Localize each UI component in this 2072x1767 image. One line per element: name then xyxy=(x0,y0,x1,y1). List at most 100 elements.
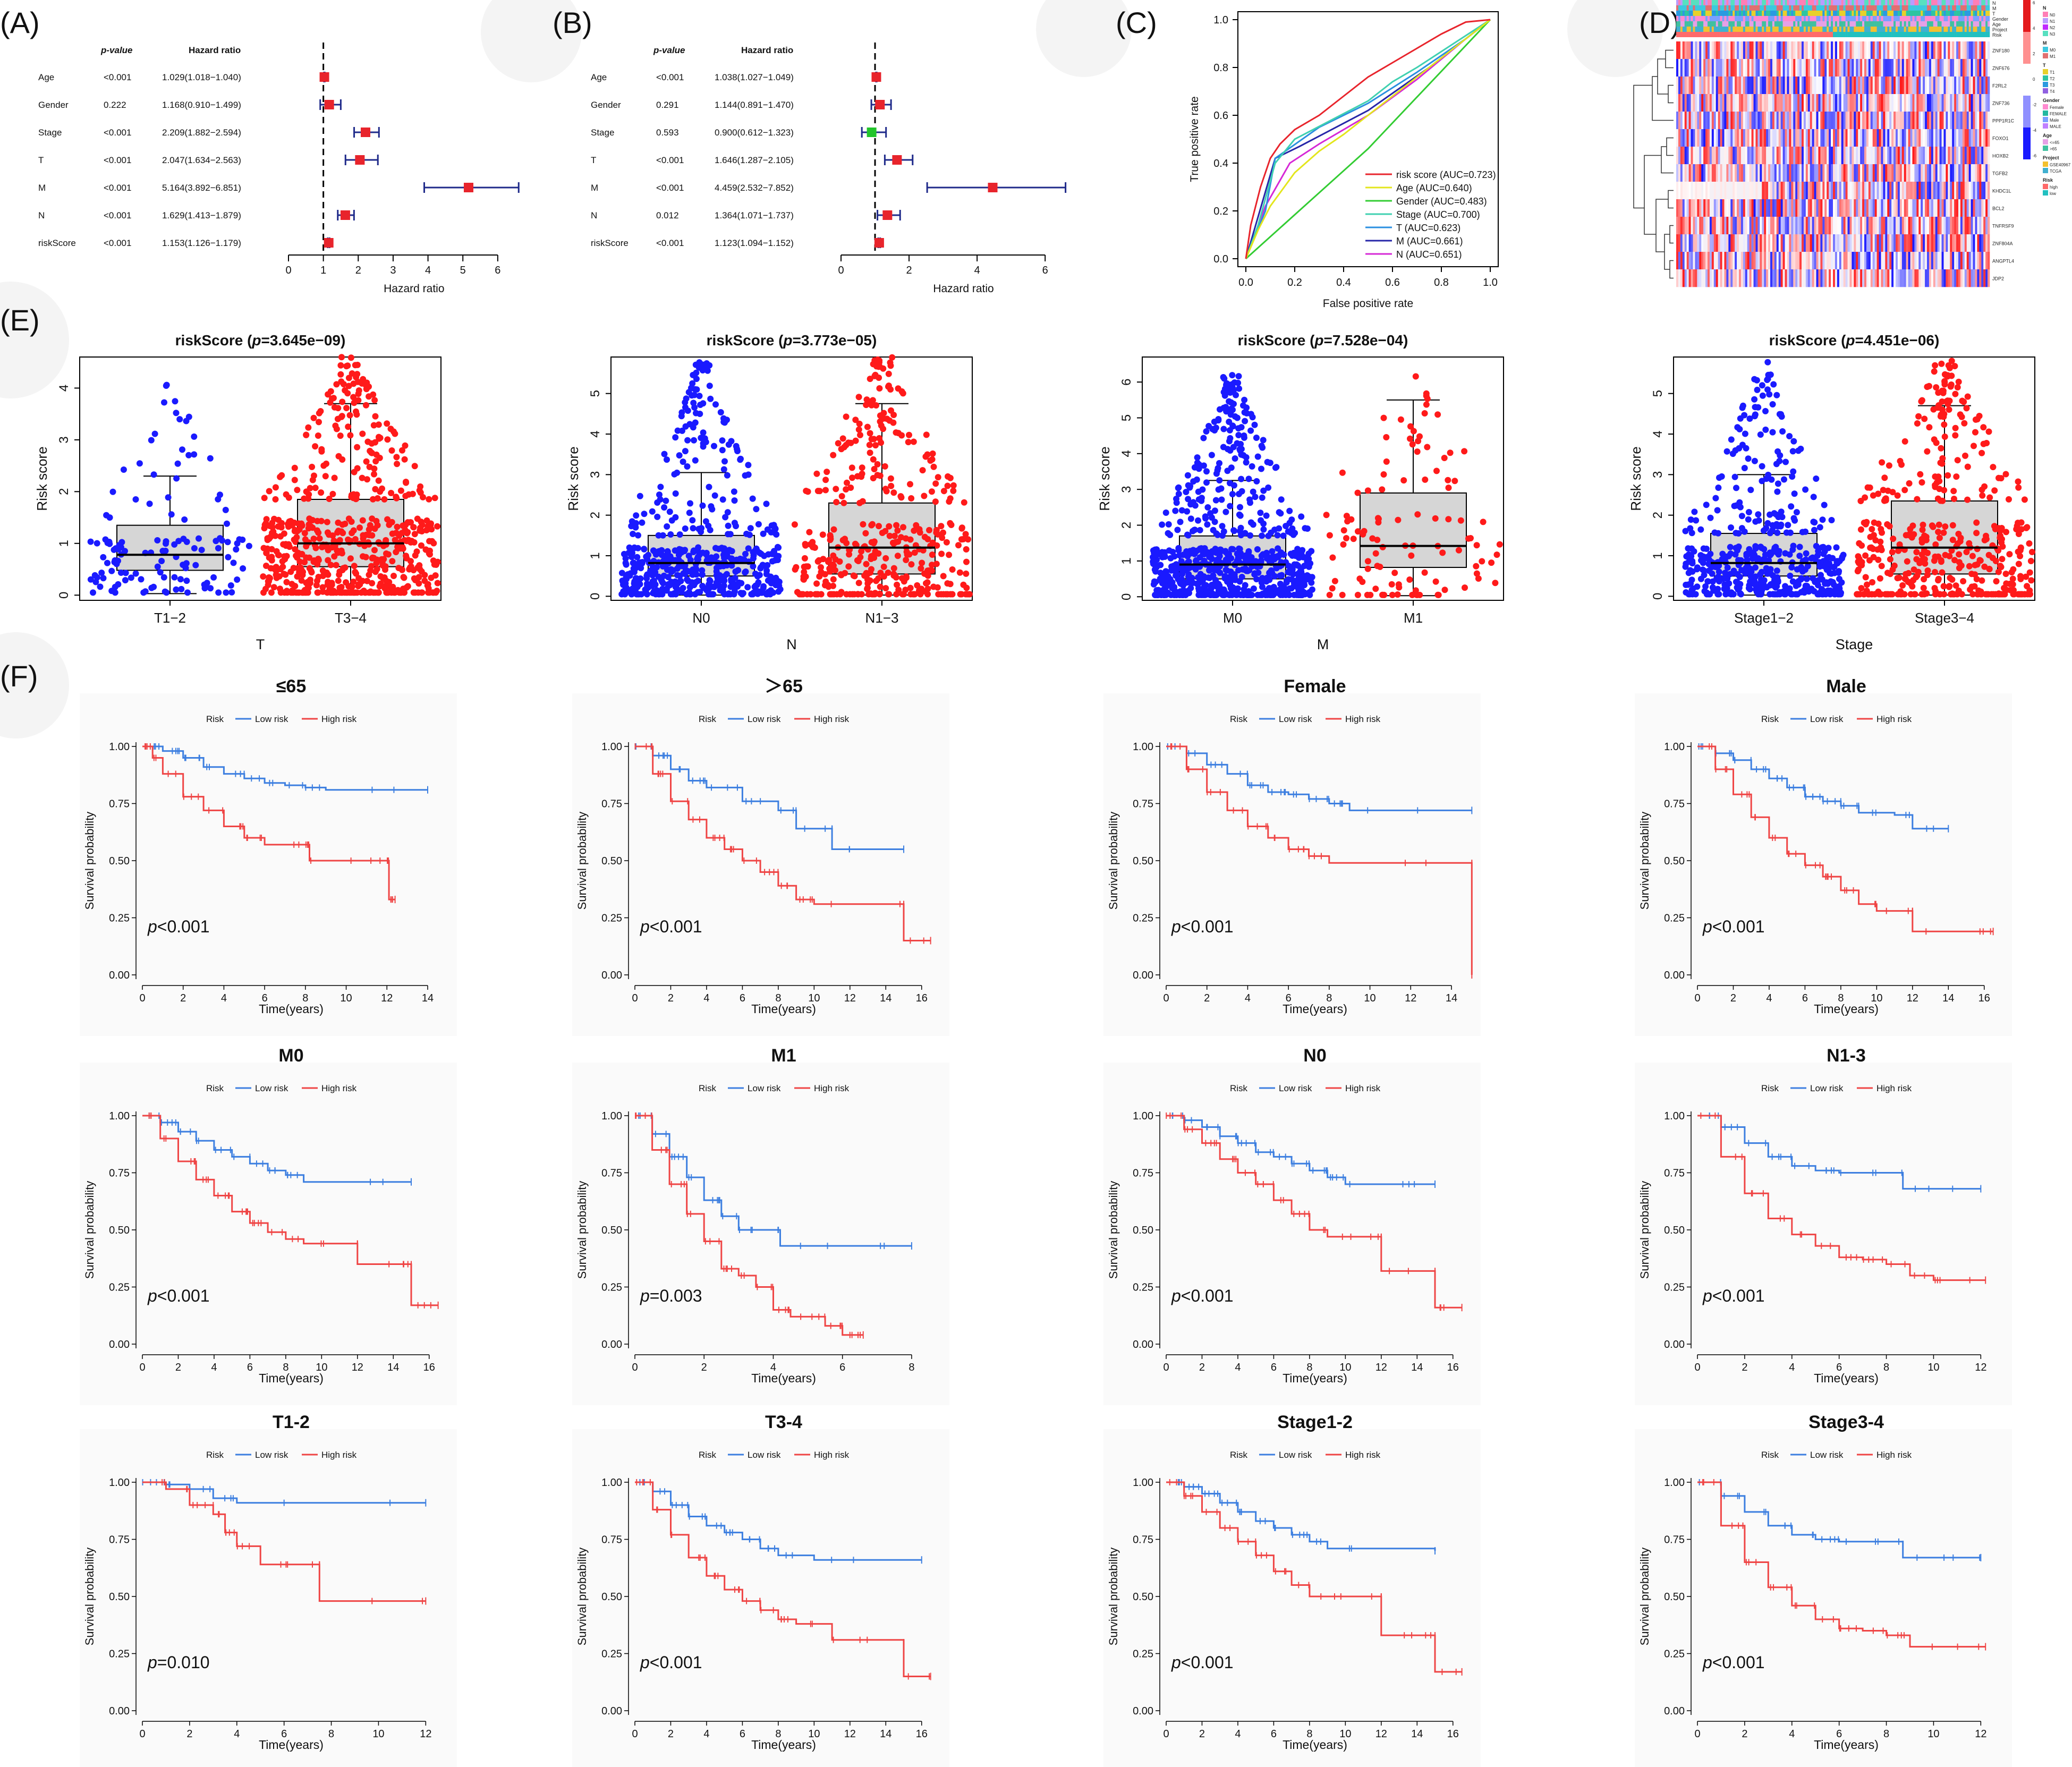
expression-cell xyxy=(1896,129,1898,147)
swarm-point xyxy=(651,588,657,595)
annotation-cell xyxy=(1737,5,1739,11)
annotation-cell xyxy=(1864,5,1867,11)
expression-cell xyxy=(1697,59,1700,77)
annotation-cell xyxy=(1891,32,1894,37)
hazard-marker xyxy=(355,155,365,165)
expression-cell xyxy=(1708,59,1710,77)
expression-cell xyxy=(1829,77,1831,95)
annotation-cell xyxy=(1914,21,1917,27)
swarm-point xyxy=(801,563,808,570)
swarm-point xyxy=(388,519,395,525)
expression-cell xyxy=(1705,269,1708,287)
expression-cell xyxy=(1776,182,1779,200)
annotation-cell xyxy=(1709,11,1712,16)
swarm-point xyxy=(890,419,897,426)
swarm-point xyxy=(175,538,182,545)
swarm-point xyxy=(261,522,268,528)
annotation-cell xyxy=(1740,21,1744,27)
annotation-cell xyxy=(1858,21,1861,27)
expression-cell xyxy=(1923,112,1925,130)
expression-cell xyxy=(1864,147,1867,165)
annotation-cell xyxy=(1852,21,1854,27)
swarm-point xyxy=(698,435,704,441)
annotation-cell xyxy=(1751,0,1754,5)
expression-cell xyxy=(1956,129,1959,147)
expression-cell xyxy=(1964,182,1967,200)
expression-cell xyxy=(1956,234,1959,252)
expression-cell xyxy=(1787,199,1789,217)
annotation-cell xyxy=(1943,0,1946,5)
expression-cell xyxy=(1720,129,1722,147)
expression-cell xyxy=(1730,41,1733,60)
expression-cell xyxy=(1789,129,1791,147)
expression-cell xyxy=(1988,41,1990,60)
expression-cell xyxy=(1904,234,1906,252)
expression-cell xyxy=(1682,252,1685,270)
expression-cell xyxy=(1981,94,1984,112)
swarm-point xyxy=(371,471,377,478)
annotation-cell xyxy=(1962,5,1965,11)
annotation-cell xyxy=(1950,16,1952,21)
expression-cell xyxy=(1824,41,1827,60)
annotation-cell xyxy=(1728,11,1731,16)
expression-cell xyxy=(1720,164,1722,182)
expression-cell xyxy=(1739,269,1742,287)
expression-cell xyxy=(1820,252,1823,270)
expression-cell xyxy=(1939,234,1942,252)
annotation-cell xyxy=(1824,0,1827,5)
expression-cell xyxy=(1827,112,1829,130)
annotation-cell xyxy=(1916,21,1919,27)
annotation-cell xyxy=(1923,0,1925,5)
expression-cell xyxy=(1776,77,1779,95)
annotation-cell xyxy=(1705,5,1708,11)
expression-cell xyxy=(1718,234,1720,252)
annotation-cell xyxy=(1943,27,1946,32)
annotation-cell xyxy=(1896,27,1898,32)
expression-cell xyxy=(1678,164,1681,182)
expression-cell xyxy=(1891,77,1894,95)
annotation-cell xyxy=(1977,5,1980,11)
swarm-point xyxy=(848,464,855,471)
expression-cell xyxy=(1931,199,1934,217)
expression-cell xyxy=(1943,59,1946,77)
expression-cell xyxy=(1789,252,1791,270)
expression-cell xyxy=(1923,269,1925,287)
swarm-point xyxy=(112,557,118,564)
expression-cell xyxy=(1958,129,1961,147)
swarm-point xyxy=(163,538,169,545)
expression-cell xyxy=(1833,112,1836,130)
expression-cell xyxy=(1703,112,1706,130)
expression-cell xyxy=(1962,77,1965,95)
expression-cell xyxy=(1958,94,1961,112)
expression-cell xyxy=(1927,234,1930,252)
expression-cell xyxy=(1985,112,1988,130)
expression-cell xyxy=(1793,234,1796,252)
expression-cell xyxy=(1793,77,1796,95)
annotation-cell xyxy=(1849,21,1852,27)
annotation-cell xyxy=(1908,21,1910,27)
y-tick-label: 0.2 xyxy=(1213,206,1228,217)
annotation-cell xyxy=(1711,16,1714,21)
swarm-point xyxy=(230,559,237,566)
annotation-cell xyxy=(1693,5,1695,11)
expression-cell xyxy=(1952,234,1955,252)
expression-cell xyxy=(1914,77,1917,95)
expression-cell xyxy=(1927,147,1930,165)
annotation-cell xyxy=(1688,27,1691,32)
annotation-cell xyxy=(1939,27,1942,32)
expression-cell xyxy=(1937,41,1940,60)
annotation-cell xyxy=(1893,0,1896,5)
expression-cell xyxy=(1760,234,1762,252)
expression-cell xyxy=(1923,147,1925,165)
expression-cell xyxy=(1822,94,1825,112)
expression-cell xyxy=(1766,41,1769,60)
expression-cell xyxy=(1772,217,1775,235)
annotation-cell xyxy=(1883,16,1886,21)
expression-cell xyxy=(1904,252,1906,270)
expression-cell xyxy=(1749,252,1752,270)
swarm-point xyxy=(719,496,726,503)
swarm-point xyxy=(345,375,352,381)
annotation-cell xyxy=(1688,32,1691,37)
title-prefix: riskScore ( xyxy=(175,332,252,349)
expression-cell xyxy=(1703,269,1706,287)
